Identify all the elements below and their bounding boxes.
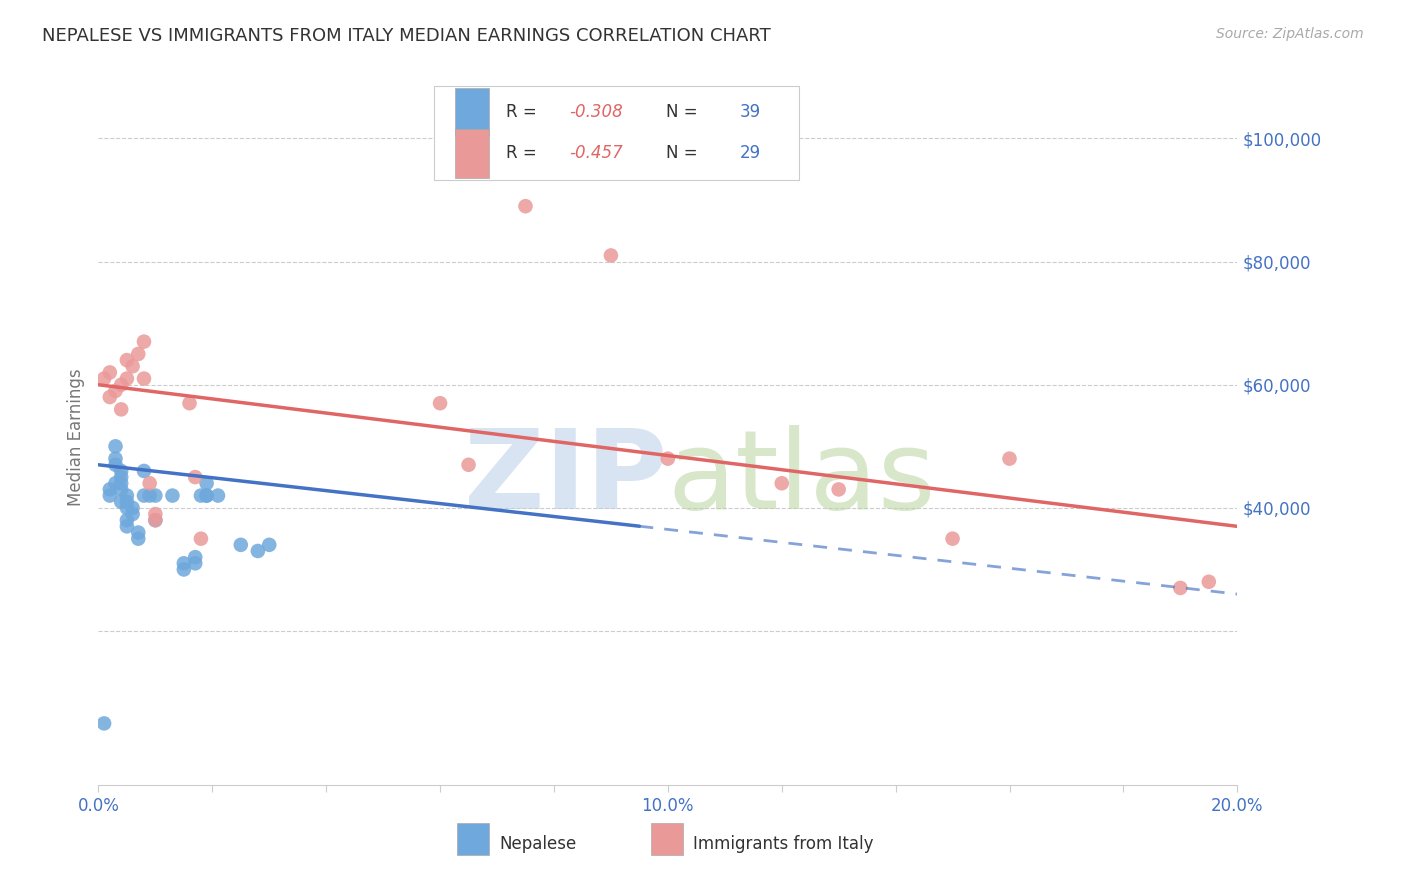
Point — [132, 334, 155, 349]
Point — [657, 451, 679, 466]
Point — [115, 500, 138, 515]
Text: 39: 39 — [740, 103, 761, 121]
Point — [173, 557, 195, 571]
Point — [104, 451, 127, 466]
Point — [104, 384, 127, 398]
Point — [173, 562, 195, 576]
Text: R =: R = — [506, 145, 543, 162]
Point — [110, 483, 132, 497]
Point — [93, 371, 115, 385]
Text: 29: 29 — [740, 145, 761, 162]
Point — [1198, 574, 1220, 589]
Text: R =: R = — [506, 103, 543, 121]
Point — [145, 507, 167, 521]
Point — [98, 489, 121, 503]
Point — [190, 489, 212, 503]
Text: ZIP: ZIP — [464, 425, 668, 533]
Text: Source: ZipAtlas.com: Source: ZipAtlas.com — [1216, 27, 1364, 41]
Text: NEPALESE VS IMMIGRANTS FROM ITALY MEDIAN EARNINGS CORRELATION CHART: NEPALESE VS IMMIGRANTS FROM ITALY MEDIAN… — [42, 27, 770, 45]
Point — [145, 513, 167, 527]
Text: Immigrants from Italy: Immigrants from Italy — [693, 835, 873, 853]
Point — [115, 371, 138, 385]
Point — [98, 390, 121, 404]
Point — [138, 489, 160, 503]
Point — [110, 494, 132, 508]
Point — [190, 532, 212, 546]
Point — [195, 476, 218, 491]
Text: atlas: atlas — [668, 425, 936, 533]
Point — [828, 483, 851, 497]
Point — [184, 470, 207, 484]
Point — [1170, 581, 1192, 595]
Point — [104, 439, 127, 453]
Point — [195, 489, 218, 503]
Point — [259, 538, 281, 552]
Point — [110, 470, 132, 484]
Point — [115, 513, 138, 527]
Text: N =: N = — [665, 103, 703, 121]
Point — [998, 451, 1021, 466]
Point — [132, 464, 155, 478]
Point — [600, 248, 623, 262]
Point — [132, 371, 155, 385]
Point — [138, 476, 160, 491]
Point — [145, 489, 167, 503]
Point — [110, 402, 132, 417]
Point — [98, 366, 121, 380]
Bar — [457, 823, 489, 855]
Point — [110, 464, 132, 478]
Point — [115, 489, 138, 503]
Point — [429, 396, 451, 410]
Point — [104, 476, 127, 491]
Bar — [456, 129, 489, 178]
Point — [127, 532, 149, 546]
Text: -0.308: -0.308 — [569, 103, 623, 121]
Point — [207, 489, 229, 503]
Point — [229, 538, 252, 552]
Point — [110, 377, 132, 392]
Point — [127, 525, 149, 540]
Point — [98, 483, 121, 497]
Point — [121, 507, 143, 521]
Point — [115, 353, 138, 368]
Point — [195, 489, 218, 503]
Bar — [456, 87, 489, 136]
Text: -0.457: -0.457 — [569, 145, 623, 162]
Point — [132, 489, 155, 503]
Bar — [651, 823, 683, 855]
Text: Nepalese: Nepalese — [499, 835, 576, 853]
Point — [942, 532, 965, 546]
Point — [179, 396, 201, 410]
Point — [110, 476, 132, 491]
Point — [770, 476, 793, 491]
Point — [457, 458, 479, 472]
Point — [93, 716, 115, 731]
Point — [145, 513, 167, 527]
FancyBboxPatch shape — [434, 86, 799, 179]
Point — [121, 359, 143, 374]
Point — [121, 500, 143, 515]
Point — [184, 557, 207, 571]
Point — [184, 550, 207, 565]
Point — [115, 519, 138, 533]
Point — [162, 489, 184, 503]
Point — [115, 494, 138, 508]
Point — [104, 458, 127, 472]
Point — [246, 544, 269, 558]
Point — [127, 347, 149, 361]
Y-axis label: Median Earnings: Median Earnings — [66, 368, 84, 506]
Text: N =: N = — [665, 145, 703, 162]
Point — [515, 199, 537, 213]
